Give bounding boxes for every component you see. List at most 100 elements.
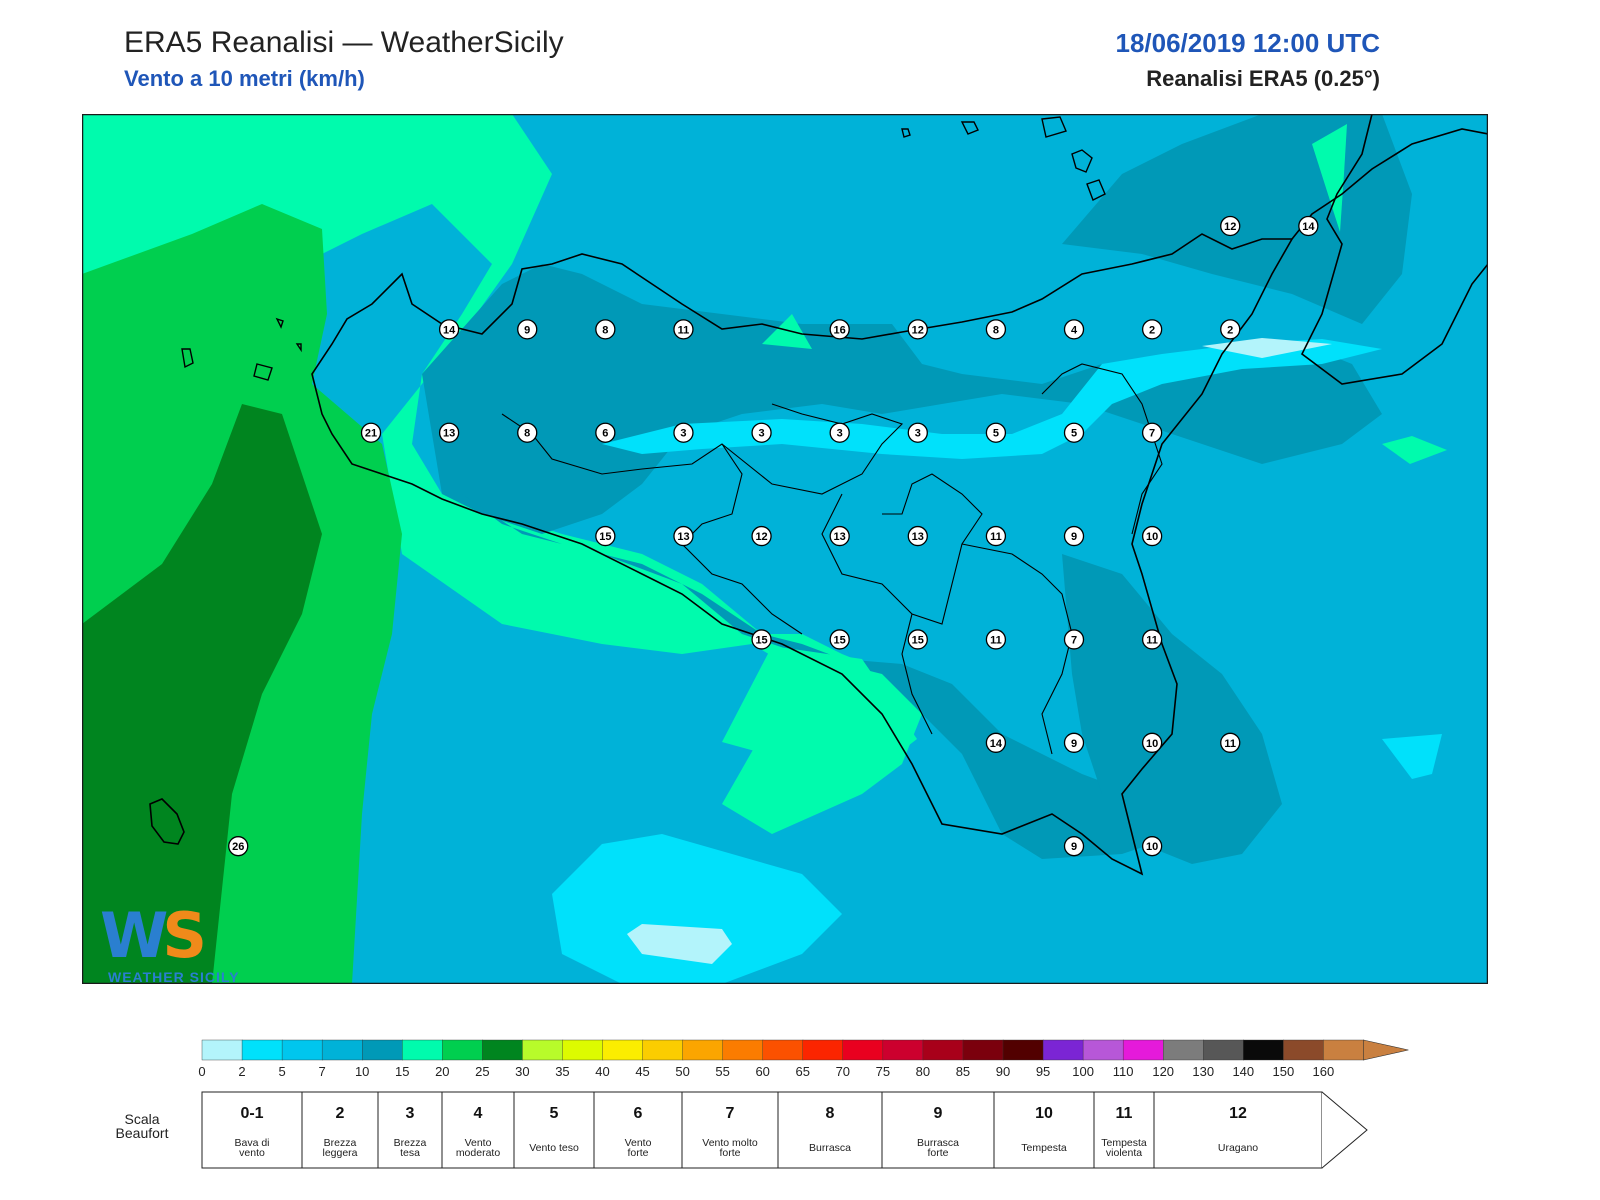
wind-station: 11 bbox=[674, 320, 693, 339]
valid-datetime: 18/06/2019 12:00 UTC bbox=[1115, 28, 1380, 59]
colorbar-tick-label: 10 bbox=[355, 1064, 369, 1079]
wind-station: 13 bbox=[440, 423, 459, 442]
wind-station: 16 bbox=[830, 320, 849, 339]
wind-station: 5 bbox=[1065, 423, 1084, 442]
colorbar-tick-label: 100 bbox=[1072, 1064, 1094, 1079]
colorbar-tick-label: 40 bbox=[595, 1064, 609, 1079]
station-value: 9 bbox=[1071, 841, 1077, 853]
colorbar-tick-label: 65 bbox=[796, 1064, 810, 1079]
colorbar-swatch bbox=[1043, 1040, 1084, 1060]
wind-station: 14 bbox=[1299, 216, 1318, 235]
beaufort-number: 4 bbox=[474, 1105, 483, 1122]
station-value: 3 bbox=[680, 428, 686, 440]
station-value: 5 bbox=[1071, 428, 1077, 440]
colorbar-swatch bbox=[402, 1040, 443, 1060]
colorbar-swatch bbox=[1203, 1040, 1244, 1060]
colorbar-tick-label: 110 bbox=[1113, 1064, 1134, 1079]
map-subtitle: Vento a 10 metri (km/h) bbox=[124, 66, 365, 92]
colorbar-tick-label: 2 bbox=[238, 1064, 245, 1079]
wind-station: 10 bbox=[1143, 733, 1162, 752]
wind-station: 8 bbox=[596, 320, 615, 339]
beaufort-number: 5 bbox=[550, 1105, 559, 1122]
beaufort-level: 8Burrasca bbox=[778, 1092, 882, 1168]
station-value: 11 bbox=[990, 531, 1002, 543]
station-value: 7 bbox=[1149, 428, 1155, 440]
beaufort-number: 2 bbox=[336, 1105, 345, 1122]
station-value: 11 bbox=[1146, 634, 1158, 646]
wind-station: 10 bbox=[1143, 837, 1162, 856]
wind-station: 7 bbox=[1065, 630, 1084, 649]
station-value: 12 bbox=[912, 324, 924, 336]
station-value: 4 bbox=[1071, 324, 1078, 336]
beaufort-name: violenta bbox=[1106, 1147, 1142, 1159]
wind-station: 4 bbox=[1065, 320, 1084, 339]
station-value: 14 bbox=[990, 738, 1003, 750]
colorbar-tick-label: 35 bbox=[555, 1064, 569, 1079]
colorbar-swatch bbox=[1123, 1040, 1164, 1060]
beaufort-name: forte bbox=[927, 1147, 948, 1159]
station-value: 3 bbox=[837, 428, 843, 440]
wind-station: 2 bbox=[1143, 320, 1162, 339]
station-value: 9 bbox=[1071, 531, 1077, 543]
wind-station: 9 bbox=[1065, 733, 1084, 752]
beaufort-name: leggera bbox=[322, 1147, 357, 1159]
station-value: 10 bbox=[1146, 841, 1158, 853]
colorbar-swatch bbox=[522, 1040, 563, 1060]
beaufort-number: 6 bbox=[634, 1105, 643, 1122]
colorbar-swatch bbox=[963, 1040, 1004, 1060]
beaufort-name: vento bbox=[239, 1147, 265, 1159]
beaufort-name: Vento teso bbox=[529, 1142, 579, 1154]
station-value: 11 bbox=[678, 324, 690, 336]
colorbar-swatch bbox=[1323, 1040, 1364, 1060]
beaufort-number: 9 bbox=[934, 1105, 943, 1122]
colorbar-tick-label: 150 bbox=[1272, 1064, 1294, 1079]
colorbar-tick-label: 160 bbox=[1313, 1064, 1335, 1079]
map-title: ERA5 Reanalisi — WeatherSicily bbox=[124, 26, 564, 60]
colorbar-swatch bbox=[883, 1040, 924, 1060]
logo-mark: WS bbox=[100, 899, 201, 972]
beaufort-cell bbox=[994, 1092, 1094, 1168]
colorbar-swatch bbox=[362, 1040, 403, 1060]
colorbar-swatch bbox=[1083, 1040, 1124, 1060]
wind-station: 13 bbox=[908, 527, 927, 546]
colorbar-tick-label: 140 bbox=[1232, 1064, 1254, 1079]
colorbar-tick-label: 30 bbox=[515, 1064, 529, 1079]
station-value: 6 bbox=[602, 428, 608, 440]
station-value: 8 bbox=[524, 428, 530, 440]
wind-station: 15 bbox=[830, 630, 849, 649]
beaufort-level: 6Ventoforte bbox=[594, 1092, 682, 1168]
beaufort-name: forte bbox=[627, 1147, 648, 1159]
wind-station: 26 bbox=[229, 837, 248, 856]
colorbar-tick-label: 60 bbox=[755, 1064, 769, 1079]
colorbar-swatch bbox=[482, 1040, 523, 1060]
station-value: 10 bbox=[1146, 531, 1158, 543]
colorbar-swatch bbox=[282, 1040, 323, 1060]
wind-map: 14 9 8 11 16 12 8 4 2 212 1421 13 8 6 3 3 3 3 5 5 715 13 12 13 1… bbox=[82, 114, 1488, 984]
logo-name: WEATHER SICILY bbox=[108, 969, 239, 985]
colorbar-tick-label: 7 bbox=[319, 1064, 326, 1079]
beaufort-name: Burrasca bbox=[809, 1142, 851, 1154]
wind-station: 11 bbox=[1143, 630, 1162, 649]
wind-station: 3 bbox=[908, 423, 927, 442]
colorbar-tick-label: 80 bbox=[916, 1064, 930, 1079]
beaufort-name: moderato bbox=[456, 1147, 501, 1159]
beaufort-name: Tempesta bbox=[1021, 1142, 1067, 1154]
station-value: 12 bbox=[755, 531, 767, 543]
wind-station: 8 bbox=[986, 320, 1005, 339]
station-value: 21 bbox=[365, 428, 377, 440]
colorbar-swatch bbox=[322, 1040, 363, 1060]
beaufort-cell bbox=[1154, 1092, 1322, 1168]
station-value: 15 bbox=[599, 531, 611, 543]
colorbar-tick-label: 70 bbox=[836, 1064, 850, 1079]
beaufort-number: 3 bbox=[406, 1105, 415, 1122]
wind-station: 15 bbox=[908, 630, 927, 649]
colorbar-swatch bbox=[643, 1040, 684, 1060]
wind-station: 11 bbox=[1221, 733, 1240, 752]
weathersicily-logo: WS WEATHER SICILY bbox=[100, 905, 250, 995]
beaufort-number: 11 bbox=[1116, 1105, 1133, 1122]
station-value: 3 bbox=[915, 428, 921, 440]
wind-station: 14 bbox=[986, 733, 1005, 752]
beaufort-name: forte bbox=[719, 1147, 740, 1159]
beaufort-level: 0-1Bava divento bbox=[202, 1092, 302, 1168]
